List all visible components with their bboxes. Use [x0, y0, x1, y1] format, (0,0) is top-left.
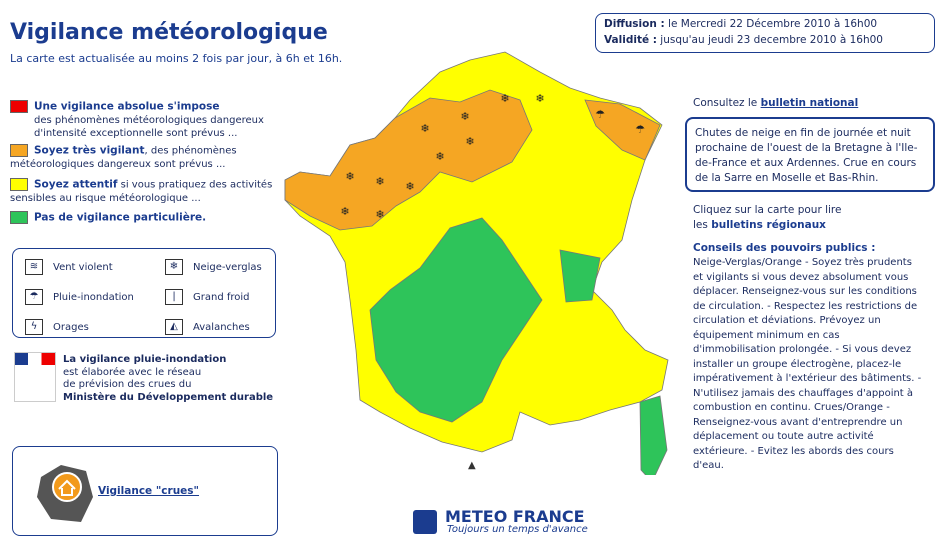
svg-text:❄: ❄: [535, 92, 544, 105]
advice-title: Conseils des pouvoirs publics :: [693, 242, 876, 254]
svg-text:☂: ☂: [595, 108, 605, 121]
national-text: Consultez le: [693, 97, 758, 109]
logo-name: METEO FRANCE: [445, 507, 585, 526]
validity-label: Validité :: [604, 34, 657, 46]
crues-box: Vigilance "crues": [12, 446, 278, 536]
level-orange: Soyez très vigilant, des phénomènes mété…: [10, 144, 275, 171]
svg-text:❄: ❄: [460, 110, 469, 123]
region-orange[interactable]: [284, 89, 533, 231]
level-green: Pas de vigilance particulière.: [10, 211, 275, 225]
level-text: des phénomènes météorologiques dangereux…: [34, 114, 264, 139]
regional: Cliquez sur la carte pour lire les bullet…: [693, 203, 933, 232]
svg-text:❄: ❄: [375, 208, 384, 221]
icon-label: Avalanches: [193, 322, 250, 333]
crues-map: [37, 465, 93, 522]
svg-text:❄: ❄: [465, 135, 474, 148]
icon-label: Orages: [53, 322, 89, 333]
france-map[interactable]: ❄ ❄ ❄ ❄ ❄ ❄ ❄ ❄ ❄ ❄ ❄ ☂ ☂ ▲: [270, 45, 690, 475]
ministry-line: est élaborée avec le réseau: [63, 366, 202, 378]
subtitle: La carte est actualisée au moins 2 fois …: [10, 52, 343, 65]
level-text: , des phénomènes météorologiques dangere…: [10, 145, 237, 170]
region-green[interactable]: [369, 217, 543, 423]
ministry-line: La vigilance pluie-inondation: [63, 354, 227, 365]
icon-item: ◭ Avalanches: [165, 319, 250, 335]
icon-item: ☂ Pluie-inondation: [25, 289, 134, 305]
national: Consultez le bulletin national: [693, 96, 933, 111]
svg-text:❄: ❄: [435, 150, 444, 163]
icon-item: ϟ Orages: [25, 319, 89, 335]
icon-label: Neige-verglas: [193, 262, 262, 273]
diffusion-box: Diffusion : le Mercredi 22 Décembre 2010…: [595, 13, 935, 53]
level-text: si vous pratiquez des activités sensible…: [10, 179, 273, 204]
summary-box: Chutes de neige en fin de journée et nui…: [685, 117, 935, 192]
region-orange[interactable]: [584, 99, 661, 161]
icon-legend: ≋ Vent violent ❄ Neige-verglas ☂ Pluie-inon…: [12, 248, 276, 338]
level-title: Une vigilance absolue s'impose: [34, 100, 220, 113]
svg-text:❄: ❄: [405, 180, 414, 193]
icon-item: | Grand froid: [165, 289, 250, 305]
diffusion-text: le Mercredi 22 Décembre 2010 à 16h00: [668, 18, 878, 30]
svg-text:❄: ❄: [500, 92, 509, 105]
title: Vigilance météorologique: [10, 20, 328, 45]
icon-label: Pluie-inondation: [53, 292, 134, 303]
regional-prefix: les: [693, 218, 708, 231]
icon-label: Grand froid: [193, 292, 250, 303]
logo-slogan: Toujours un temps d'avance: [447, 524, 588, 535]
crues-link[interactable]: Vigilance "crues": [98, 485, 200, 497]
svg-text:❄: ❄: [340, 205, 349, 218]
logo-icon: [413, 510, 437, 534]
regional-link[interactable]: bulletins régionaux: [711, 218, 826, 231]
summary: Chutes de neige en fin de journée et nui…: [695, 127, 918, 184]
svg-text:❄: ❄: [345, 170, 354, 183]
advice-text: Neige-Verglas/Orange - Soyez très pruden…: [693, 257, 922, 471]
regional-line: Cliquez sur la carte pour lire: [693, 204, 842, 216]
level-title: Soyez très vigilant: [34, 144, 145, 157]
level-yellow: Soyez attentif si vous pratiquez des act…: [10, 178, 275, 205]
ministry-line: de prévision des crues du: [63, 379, 192, 390]
svg-text:❄: ❄: [375, 175, 384, 188]
level-red: Une vigilance absolue s'impose des phénom…: [10, 100, 275, 140]
icon-label: Vent violent: [53, 262, 113, 273]
ministry-text: La vigilance pluie-inondation est élabor…: [63, 354, 273, 404]
icon-item: ❄ Neige-verglas: [165, 259, 262, 275]
region-green[interactable]: [639, 395, 668, 475]
ministry-logo: [14, 352, 56, 402]
region-green[interactable]: [559, 249, 601, 303]
diffusion-label: Diffusion :: [604, 18, 665, 30]
icon-item: ≋ Vent violent: [25, 259, 113, 275]
svg-text:▲: ▲: [468, 460, 476, 471]
level-title: Pas de vigilance particulière.: [34, 211, 207, 224]
svg-text:❄: ❄: [420, 122, 429, 135]
validity-text: jusqu'au jeudi 23 decembre 2010 à 16h00: [660, 34, 883, 46]
national-link[interactable]: bulletin national: [760, 97, 859, 109]
snow-icons: ❄ ❄ ❄ ❄ ❄ ❄ ❄ ❄ ❄ ❄ ❄ ☂ ☂: [340, 92, 645, 221]
ministry-name: Ministère du Développement durable: [63, 391, 274, 403]
level-title: Soyez attentif: [34, 178, 118, 191]
svg-text:☂: ☂: [635, 123, 645, 136]
